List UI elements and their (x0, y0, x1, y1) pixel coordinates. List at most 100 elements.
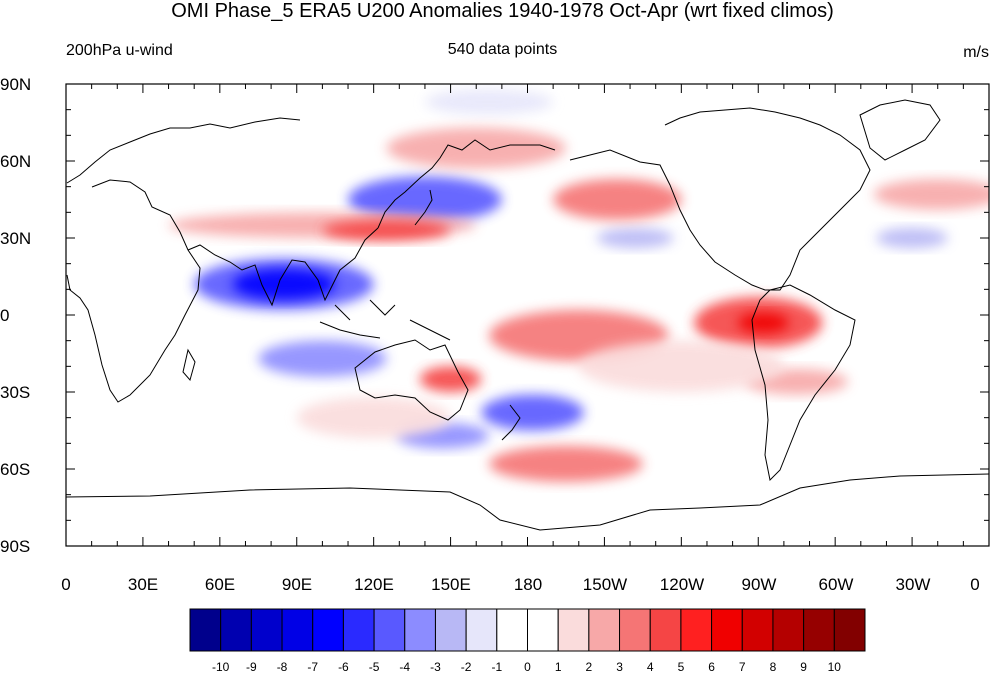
colorbar-label: 0 (524, 660, 531, 674)
coastline-new-zealand (501, 404, 521, 441)
coastline-asia-east (377, 139, 556, 229)
colorbar-label: -5 (368, 660, 380, 674)
coastline-greenland (859, 99, 941, 161)
colorbar-swatch (434, 608, 467, 652)
colorbar-label: 8 (769, 660, 777, 674)
anomaly-region-7 (876, 227, 948, 249)
colorbar-label: -4 (399, 660, 411, 674)
lon-label-60w: 60W (818, 575, 854, 594)
colorbar-label: -7 (307, 660, 319, 674)
lon-label-90e: 90E (281, 575, 313, 594)
anomaly-region-3 (258, 340, 387, 377)
colorbar-swatch (250, 608, 283, 652)
lon-label-150e: 150E (431, 575, 471, 594)
lon-label-60e: 60E (204, 575, 236, 594)
coastline-south-america (751, 284, 856, 482)
lon-label-120e: 120E (354, 575, 394, 594)
map-title: OMI Phase_5 ERA5 U200 Anomalies 1940-197… (171, 0, 834, 22)
colorbar-swatch (220, 608, 252, 652)
colorbar-swatch (649, 608, 682, 652)
anomaly-region-8 (424, 89, 554, 115)
colorbar-swatch (189, 608, 222, 652)
colorbar-label: -10 (212, 660, 230, 674)
colorbar-label: 2 (585, 660, 593, 674)
data-points-label: 540 data points (447, 41, 558, 58)
colorbar-label: 3 (616, 660, 623, 674)
coastline-madagascar (182, 348, 196, 382)
colorbar-swatch (373, 608, 406, 652)
lon-label-30w: 30W (895, 575, 931, 594)
colorbar-label: -2 (460, 660, 472, 674)
colorbar-label: -3 (430, 660, 441, 674)
colorbar-label: 7 (738, 660, 746, 674)
colorbar-swatch (281, 608, 314, 652)
colorbar-label: -1 (491, 660, 503, 674)
coastline-asia-south (187, 227, 379, 307)
anomaly-region-5 (481, 394, 584, 431)
lat-label-30n: 30N (0, 229, 32, 248)
colorbar-swatch (588, 608, 621, 652)
colorbar (189, 608, 866, 652)
colorbar-label: -8 (276, 660, 288, 674)
colorbar-swatch (496, 608, 528, 652)
colorbar-swatch (527, 608, 559, 652)
lat-label-60s: 60S (0, 460, 31, 479)
lat-label-90s: 90S (0, 537, 31, 556)
coastline-europe (66, 117, 301, 184)
lon-label-90w: 90W (741, 575, 777, 594)
lat-label-90n: 90N (0, 75, 32, 94)
anomaly-region-6 (596, 227, 674, 249)
colorbar-swatch (312, 608, 344, 652)
anomaly-region-16 (737, 312, 790, 333)
anomaly-region-13 (873, 178, 989, 210)
colorbar-label: 6 (708, 660, 715, 674)
colorbar-label: -9 (246, 660, 257, 674)
colorbar-swatch (465, 608, 498, 652)
lon-label-120w: 120W (659, 575, 705, 594)
colorbar-label: 9 (800, 660, 807, 674)
anomaly-region-1 (232, 268, 336, 300)
anomaly-region-11 (386, 127, 566, 169)
anomaly-region-12 (553, 178, 682, 221)
anomaly-region-21 (296, 397, 451, 439)
lat-label-60n: 60N (0, 152, 32, 171)
colorbar-swatch (803, 608, 835, 652)
anomaly-region-2 (348, 176, 502, 223)
colorbar-label: 1 (554, 660, 562, 674)
lon-label-0-east: 0 (970, 575, 980, 594)
colorbar-swatch (619, 608, 651, 652)
lat-label-eq: 0 (0, 306, 10, 325)
colorbar-swatch (833, 608, 866, 652)
colorbar-label: 4 (646, 660, 654, 674)
coastline-indonesia (319, 299, 451, 341)
colorbar-swatch (772, 608, 805, 652)
lon-label-150w: 150W (582, 575, 628, 594)
coastline-japan (414, 189, 433, 226)
colorbar-swatch (711, 608, 743, 652)
coastlines (66, 99, 989, 531)
lon-label-180: 180 (513, 575, 543, 594)
anomaly-field (168, 89, 989, 482)
colorbar-swatch (557, 608, 590, 652)
units-label: m/s (963, 44, 989, 61)
coastline-antarctica (66, 473, 989, 531)
lon-label-30e: 30E (127, 575, 159, 594)
colorbar-label: 5 (677, 660, 685, 674)
coastline-australia (354, 339, 469, 421)
axis-ticks (65, 83, 990, 547)
lon-label-0: 0 (61, 575, 71, 594)
coastline-africa (66, 179, 201, 403)
coastline-north-america (569, 107, 871, 291)
anomaly-region-18 (489, 445, 643, 482)
colorbar-swatch (342, 608, 375, 652)
lat-label-30s: 30S (0, 383, 31, 402)
colorbar-label: 10 (827, 660, 841, 674)
anomaly-region-10 (322, 220, 451, 241)
colorbar-swatch (741, 608, 774, 652)
anomaly-region-20 (578, 340, 784, 393)
variable-label: 200hPa u-wind (66, 42, 173, 59)
colorbar-swatch (680, 608, 713, 652)
colorbar-label: -6 (338, 660, 349, 674)
colorbar-swatch (404, 608, 436, 652)
